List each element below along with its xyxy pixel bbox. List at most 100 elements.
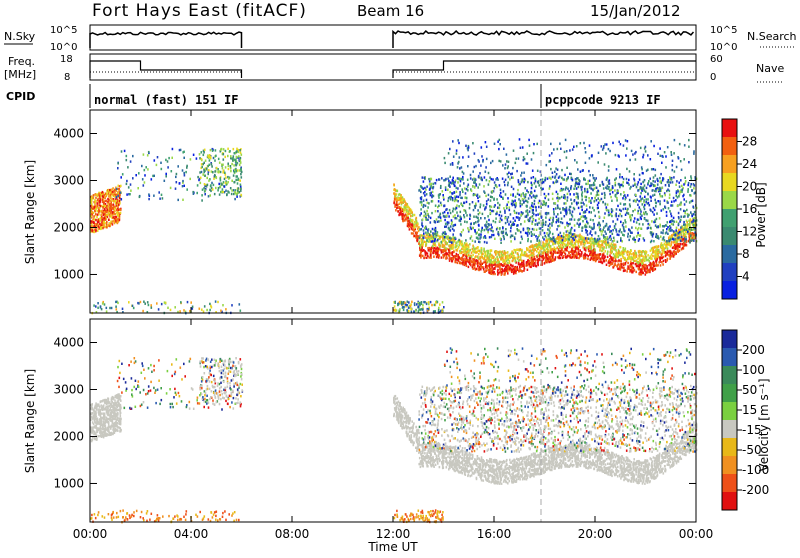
nsearch-tick-top: 10^5 (710, 25, 737, 36)
radar-echo-cell (112, 193, 114, 195)
radar-echo-cell (428, 241, 430, 243)
radar-echo-cell (204, 193, 206, 195)
radar-echo-cell (400, 201, 402, 203)
radar-echo-cell (453, 241, 455, 243)
radar-echo-cell (206, 177, 208, 179)
radar-echo-cell (230, 165, 232, 167)
radar-echo-cell (117, 192, 119, 194)
radar-echo-cell (497, 269, 499, 271)
radar-echo-cell (477, 247, 479, 249)
radar-echo-cell (530, 254, 532, 256)
radar-echo-cell (560, 189, 562, 191)
radar-echo-cell (515, 232, 517, 234)
radar-echo-cell (403, 216, 405, 218)
radar-echo-cell (692, 237, 694, 239)
radar-echo-cell (486, 179, 488, 181)
radar-echo-cell (609, 258, 611, 260)
radar-echo-cell (535, 259, 537, 261)
radar-echo-cell (486, 259, 488, 261)
radar-echo-cell (213, 184, 215, 186)
radar-echo-cell (223, 158, 225, 160)
radar-echo-cell (637, 204, 639, 206)
radar-echo-cell (222, 171, 224, 173)
radar-echo-cell (571, 218, 573, 220)
radar-echo-cell (137, 187, 139, 189)
radar-echo-cell (679, 193, 681, 195)
radar-echo-cell (559, 225, 561, 227)
radar-echo-cell (511, 176, 513, 178)
radar-echo-cell (633, 267, 635, 269)
radar-echo-cell (492, 230, 494, 232)
radar-echo-cell (420, 251, 422, 253)
radar-echo-cell (509, 209, 511, 211)
radar-echo-cell (532, 260, 534, 262)
radar-echo-cell (212, 171, 214, 173)
radar-echo-cell (463, 202, 465, 204)
radar-echo-cell (531, 202, 533, 204)
radar-echo-cell (481, 249, 483, 251)
radar-echo-cell (523, 267, 525, 269)
radar-echo-cell (164, 180, 166, 182)
radar-echo-cell (663, 225, 665, 227)
nsky-panel: N.Sky 10^5 10^0 10^5 10^0 N.Search (4, 25, 797, 53)
radar-echo-cell (477, 238, 479, 240)
radar-echo-cell (396, 204, 398, 206)
radar-echo-cell (440, 213, 442, 215)
radar-echo-cell (667, 250, 669, 252)
radar-echo-cell (504, 270, 506, 272)
radar-echo-cell (204, 175, 206, 177)
radar-echo-cell (567, 236, 569, 238)
radar-echo-cell (498, 261, 500, 263)
radar-echo-cell (621, 263, 623, 265)
radar-echo-cell (512, 177, 514, 179)
radar-echo-cell (503, 263, 505, 265)
radar-echo-cell (487, 250, 489, 252)
radar-echo-cell (607, 228, 609, 230)
radar-echo-cell (676, 232, 678, 234)
radar-echo-cell (660, 231, 662, 233)
radar-echo-cell (409, 228, 411, 230)
radar-echo-cell (395, 197, 397, 199)
radar-echo-cell (153, 195, 155, 197)
radar-echo-cell (557, 200, 559, 202)
radar-echo-cell (196, 192, 198, 194)
radar-echo-cell (565, 245, 567, 247)
radar-echo-cell (619, 264, 621, 266)
radar-echo-cell (557, 213, 559, 215)
radar-echo-cell (620, 193, 622, 195)
radar-echo-cell (458, 258, 460, 260)
radar-echo-cell (657, 264, 659, 266)
radar-echo-cell (95, 229, 97, 231)
radar-echo-cell (514, 200, 516, 202)
radar-echo-cell (602, 201, 604, 203)
radar-echo-cell (631, 257, 633, 259)
radar-echo-cell (503, 259, 505, 261)
radar-echo-cell (94, 206, 96, 208)
radar-echo-cell (97, 230, 99, 232)
radar-echo-cell (167, 166, 169, 168)
radar-echo-cell (437, 254, 439, 256)
radar-echo-cell (235, 159, 237, 161)
radar-echo-cell (656, 212, 658, 214)
radar-echo-cell (239, 164, 241, 166)
radar-echo-cell (607, 238, 609, 240)
radar-echo-cell (394, 188, 396, 190)
radar-echo-cell (663, 260, 665, 262)
radar-echo-cell (661, 254, 663, 256)
radar-echo-cell (211, 163, 213, 165)
radar-echo-cell (106, 200, 108, 202)
radar-echo-cell (494, 268, 496, 270)
radar-echo-cell (93, 194, 95, 196)
radar-echo-cell (515, 251, 517, 253)
radar-echo-cell (233, 164, 235, 166)
radar-echo-cell (548, 212, 550, 214)
radar-echo-cell (427, 247, 429, 249)
radar-echo-cell (507, 197, 509, 199)
radar-echo-cell (98, 209, 100, 211)
radar-echo-cell (615, 249, 617, 251)
radar-echo-cell (677, 237, 679, 239)
radar-echo-cell (473, 263, 475, 265)
radar-echo-cell (684, 233, 686, 235)
radar-echo-cell (499, 194, 501, 196)
radar-echo-cell (497, 207, 499, 209)
